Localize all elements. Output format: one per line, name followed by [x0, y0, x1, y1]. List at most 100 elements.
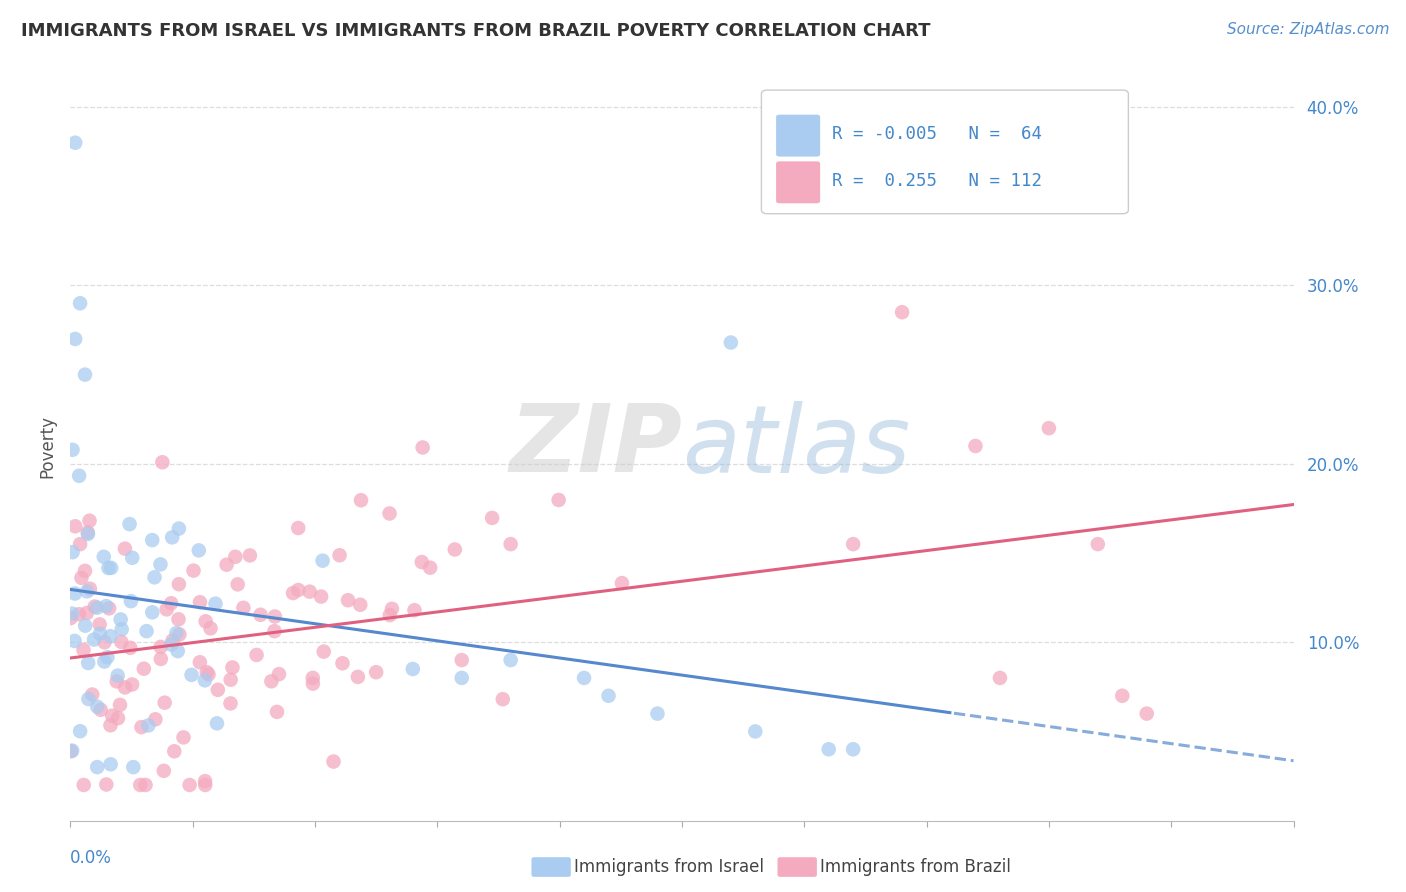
Point	[249, 607, 271, 622]
Point	[219, 673, 242, 687]
Point	[965, 439, 987, 453]
Point	[842, 537, 865, 551]
Y-axis label: Poverty: Poverty	[38, 415, 56, 477]
Point	[443, 542, 465, 557]
Point	[121, 550, 143, 565]
Point	[378, 507, 401, 521]
Point	[492, 692, 515, 706]
Point	[173, 731, 195, 745]
Point	[75, 618, 97, 632]
Point	[419, 560, 441, 574]
Point	[62, 545, 84, 559]
Point	[105, 674, 128, 689]
Point	[69, 296, 91, 310]
Point	[72, 643, 94, 657]
FancyBboxPatch shape	[776, 115, 820, 157]
Point	[224, 549, 246, 564]
Point	[120, 640, 142, 655]
Point	[69, 724, 91, 739]
Point	[1087, 537, 1109, 551]
Point	[298, 584, 321, 599]
Point	[129, 778, 152, 792]
Point	[93, 635, 115, 649]
Point	[94, 599, 117, 614]
Point	[60, 744, 83, 758]
Point	[156, 602, 179, 616]
Point	[332, 657, 354, 671]
Point	[499, 537, 522, 551]
Point	[1136, 706, 1159, 721]
Point	[135, 624, 157, 639]
Point	[149, 558, 172, 572]
Point	[366, 665, 388, 680]
Point	[260, 674, 283, 689]
Point	[101, 708, 124, 723]
Point	[79, 582, 101, 596]
Point	[1038, 421, 1060, 435]
Point	[150, 455, 173, 469]
Point	[90, 703, 112, 717]
Point	[219, 697, 242, 711]
Point	[287, 582, 309, 597]
Text: atlas: atlas	[682, 401, 910, 491]
Point	[720, 335, 742, 350]
Point	[59, 611, 82, 625]
Point	[188, 595, 211, 609]
Point	[205, 716, 228, 731]
Point	[86, 699, 108, 714]
Point	[82, 688, 104, 702]
Point	[412, 441, 434, 455]
Point	[120, 594, 142, 608]
Point	[77, 656, 100, 670]
Point	[89, 617, 111, 632]
Point	[153, 696, 176, 710]
Point	[163, 744, 186, 758]
Point	[312, 645, 335, 659]
Point	[378, 608, 401, 623]
Point	[267, 667, 290, 681]
Point	[598, 689, 620, 703]
Point	[153, 764, 176, 778]
Point	[194, 673, 217, 688]
Point	[96, 650, 118, 665]
Text: Immigrants from Brazil: Immigrants from Brazil	[820, 858, 1011, 876]
Point	[610, 576, 633, 591]
Point	[77, 527, 100, 541]
Point	[149, 640, 172, 654]
Text: R = -0.005   N =  64: R = -0.005 N = 64	[832, 125, 1042, 143]
Point	[73, 368, 96, 382]
Point	[167, 522, 190, 536]
Point	[322, 755, 344, 769]
Point	[141, 533, 163, 548]
Point	[266, 705, 288, 719]
Point	[63, 519, 86, 533]
Point	[76, 606, 98, 620]
Point	[347, 670, 370, 684]
Point	[93, 655, 115, 669]
Point	[63, 136, 86, 150]
Point	[817, 742, 839, 756]
Point	[79, 514, 101, 528]
Point	[96, 777, 118, 791]
Point	[647, 706, 669, 721]
Point	[311, 554, 333, 568]
Point	[76, 525, 98, 540]
Point	[114, 681, 136, 695]
Point	[86, 600, 108, 615]
Point	[149, 652, 172, 666]
Point	[110, 612, 132, 626]
Point	[67, 468, 90, 483]
Point	[69, 537, 91, 551]
Point	[73, 564, 96, 578]
Point	[988, 671, 1011, 685]
Point	[842, 742, 865, 756]
Point	[207, 682, 229, 697]
Point	[226, 577, 249, 591]
Point	[450, 671, 472, 685]
Point	[100, 757, 122, 772]
Point	[138, 718, 160, 732]
Point	[83, 632, 105, 647]
Point	[744, 724, 766, 739]
Point	[194, 615, 217, 629]
Point	[197, 667, 219, 681]
